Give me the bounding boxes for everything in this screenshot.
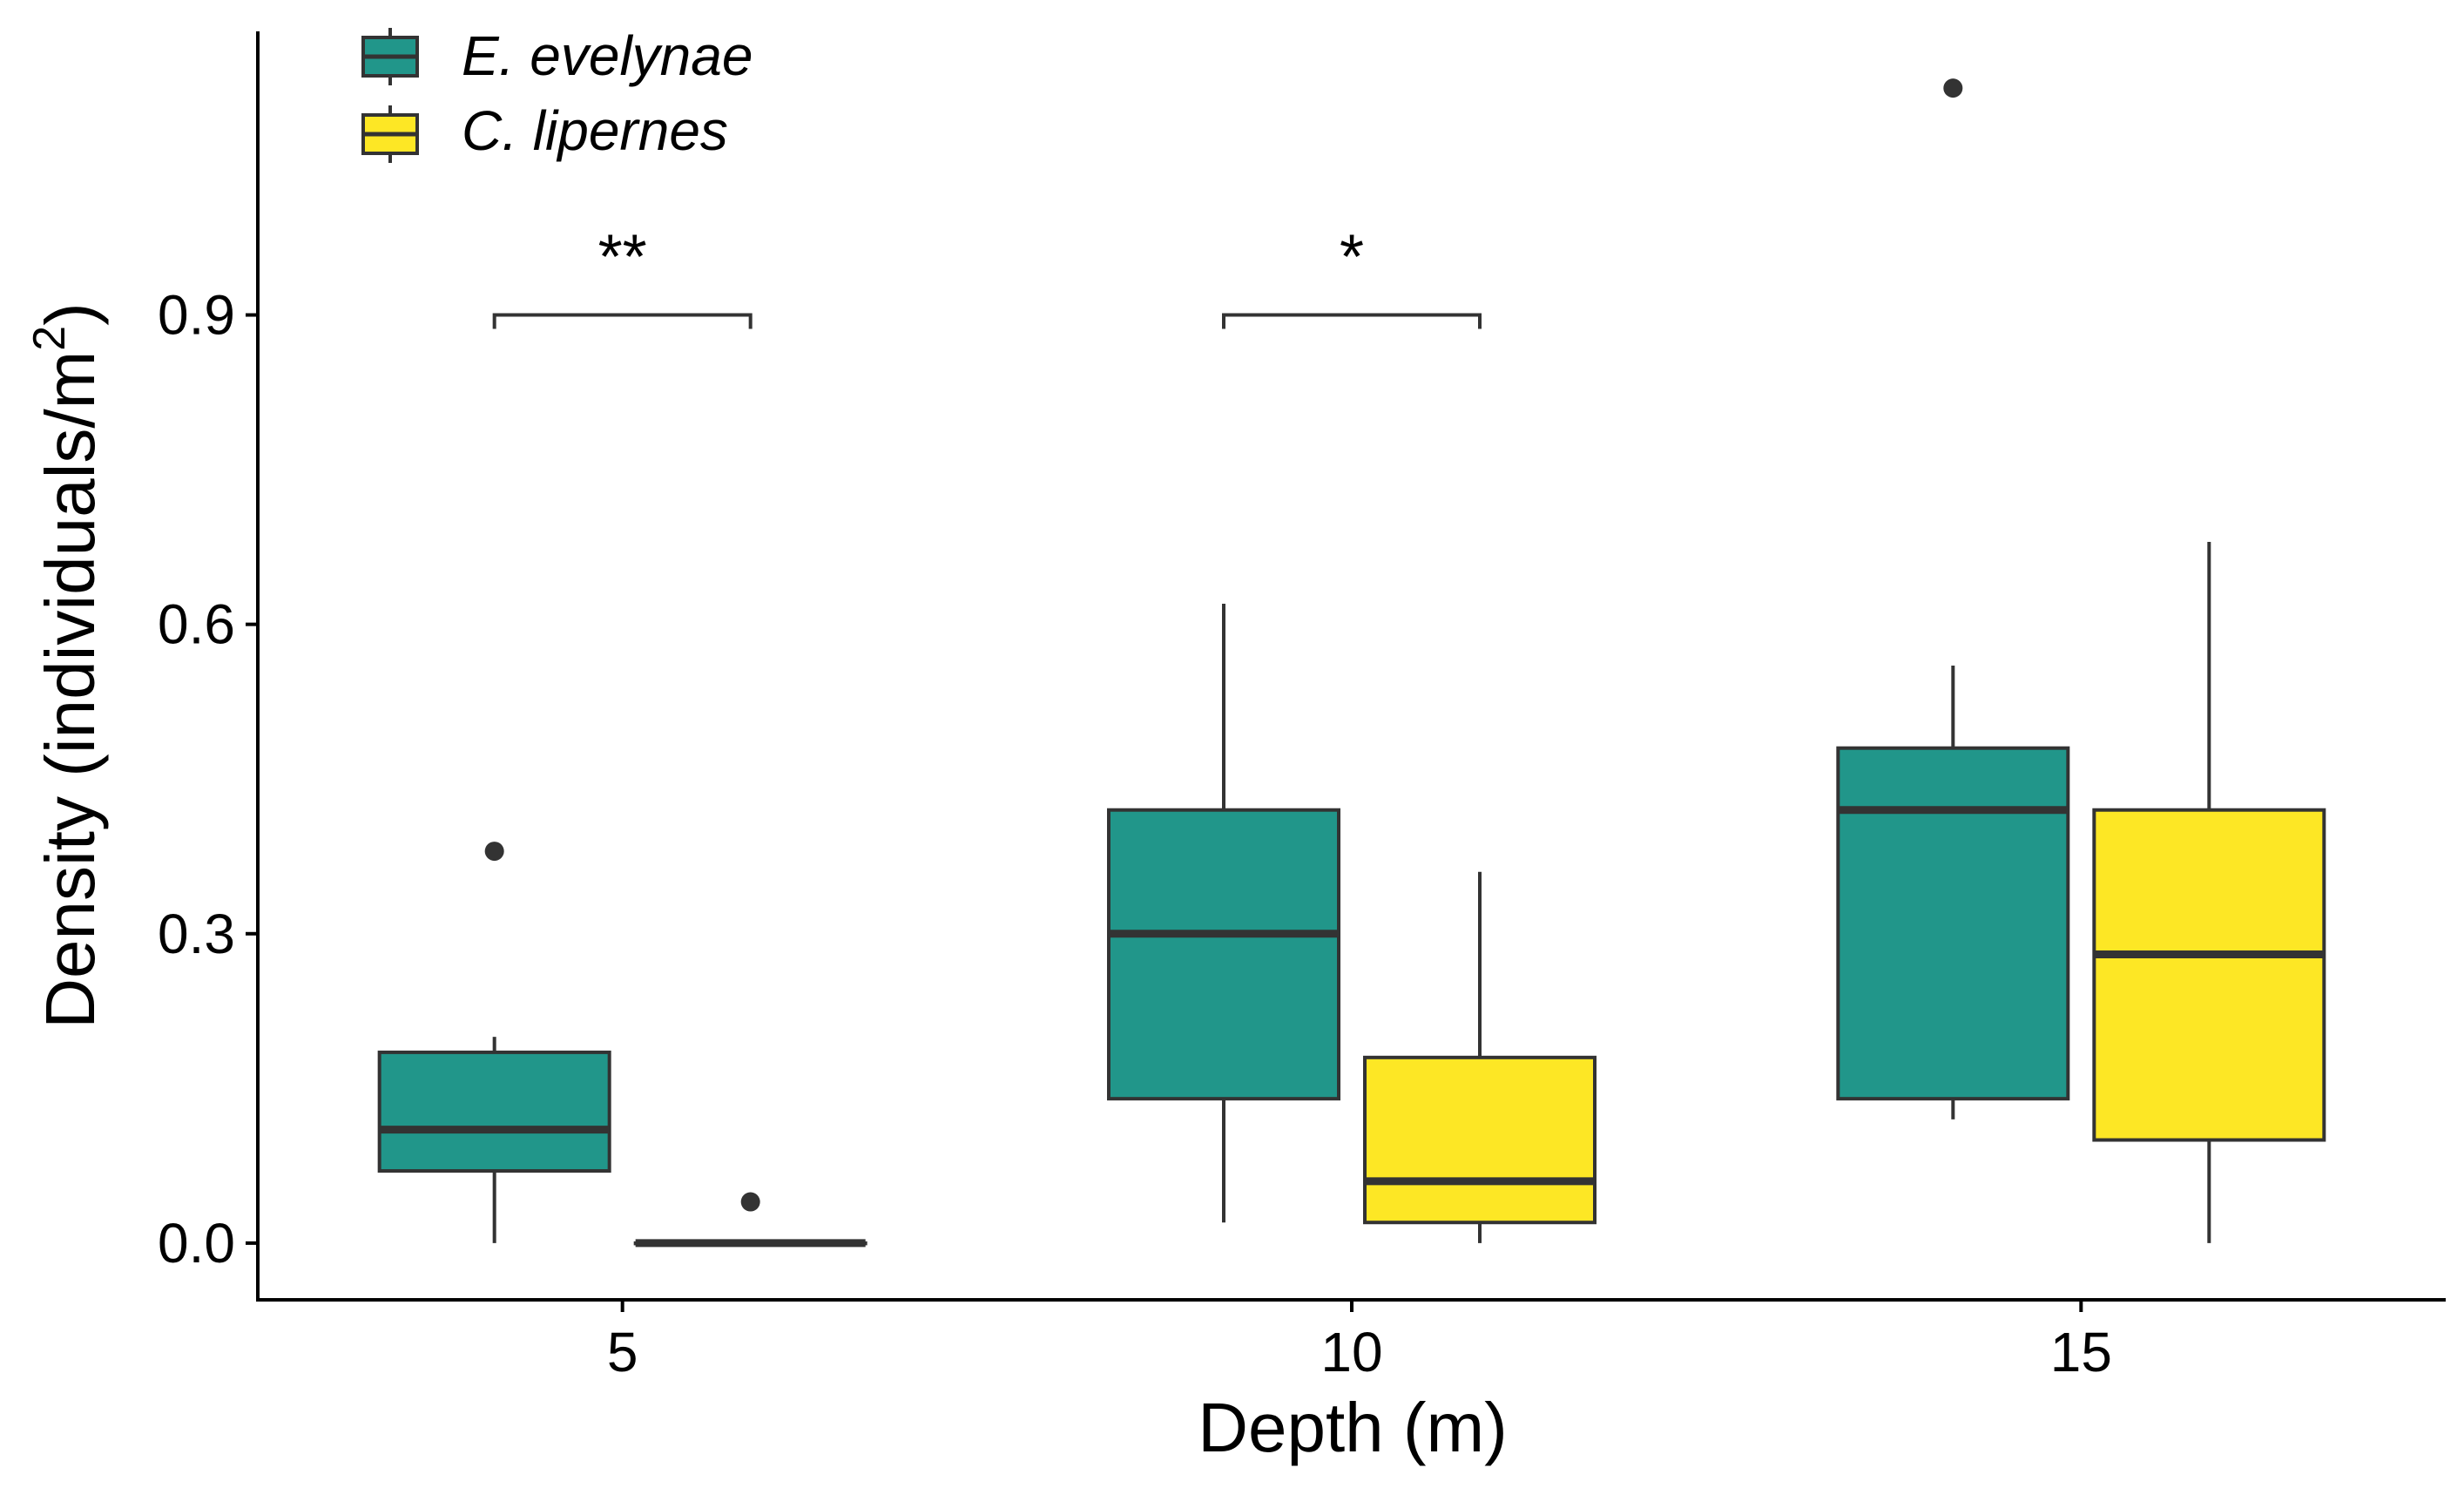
y-tick-label: 0.9 bbox=[158, 284, 235, 347]
x-axis-title: Depth (m) bbox=[1198, 1389, 1508, 1466]
series-c-lipernes bbox=[633, 541, 2326, 1248]
x-tick-label: 5 bbox=[607, 1321, 638, 1383]
box-5m bbox=[377, 842, 611, 1243]
y-axis-title-main: Density (individuals/m bbox=[31, 351, 109, 1029]
y-axis-title: Density (individuals/m2) bbox=[24, 302, 109, 1029]
outlier-point bbox=[1943, 78, 1963, 98]
plot-area: ** * bbox=[377, 78, 2326, 1248]
iqr-box bbox=[1836, 746, 2070, 1101]
x-axis-ticks: 5 10 15 bbox=[607, 1300, 2112, 1383]
iqr-box bbox=[2092, 808, 2326, 1142]
y-tick-label: 0.3 bbox=[158, 903, 235, 965]
y-axis-title-superscript: 2 bbox=[24, 326, 75, 351]
legend-label-0: E. evelynae bbox=[462, 24, 753, 87]
y-tick-label: 0.6 bbox=[158, 593, 235, 656]
box-15m bbox=[2092, 541, 2326, 1243]
significance-label: ** bbox=[598, 223, 647, 293]
box-15m bbox=[1836, 78, 2070, 1119]
box-5m bbox=[633, 1192, 867, 1248]
outlier-point bbox=[484, 842, 504, 862]
box-10m bbox=[1363, 871, 1597, 1243]
y-axis-ticks: 0.0 0.3 0.6 0.9 bbox=[158, 284, 258, 1275]
x-tick-label: 10 bbox=[1320, 1321, 1382, 1383]
box-10m bbox=[1107, 603, 1340, 1223]
bracket-line bbox=[492, 313, 753, 329]
y-tick-label: 0.0 bbox=[158, 1212, 235, 1275]
iqr-box bbox=[1363, 1055, 1597, 1225]
iqr-box bbox=[1107, 808, 1340, 1101]
legend: E. evelynae C. lipernes bbox=[361, 24, 753, 163]
outlier-point bbox=[740, 1192, 760, 1212]
bracket-line bbox=[1222, 313, 1482, 329]
iqr-box bbox=[377, 1050, 611, 1173]
significance-label: * bbox=[1340, 223, 1364, 293]
y-axis-title-close: ) bbox=[31, 302, 109, 326]
series-e-evelynae bbox=[377, 78, 2070, 1243]
x-tick-label: 15 bbox=[2050, 1321, 2112, 1383]
significance-bracket-10m: * bbox=[1222, 223, 1482, 329]
legend-label-1: C. lipernes bbox=[462, 99, 728, 162]
significance-bracket-5m: ** bbox=[492, 223, 753, 329]
